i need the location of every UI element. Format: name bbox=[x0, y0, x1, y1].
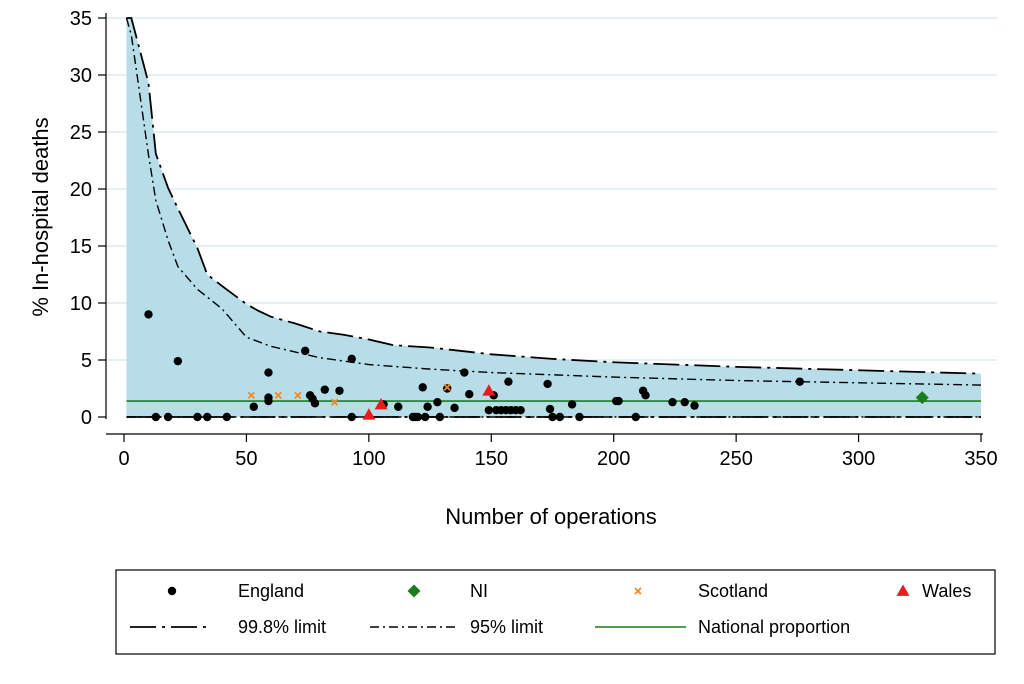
england-point bbox=[460, 368, 469, 377]
england-point bbox=[300, 346, 310, 356]
x-tick-label: 50 bbox=[235, 448, 257, 470]
england-point bbox=[249, 402, 258, 411]
legend-marker-wales bbox=[896, 584, 910, 596]
legend-label-national-proportion: National proportion bbox=[698, 617, 850, 637]
x-stroke bbox=[443, 383, 451, 391]
x-stroke bbox=[294, 391, 302, 399]
england-point bbox=[435, 412, 445, 422]
england-point bbox=[433, 397, 442, 407]
x-tick-label: 200 bbox=[597, 448, 630, 470]
legend-label-99-8-limit: 99.8% limit bbox=[238, 617, 326, 637]
england-point bbox=[222, 412, 232, 422]
england-point bbox=[504, 377, 513, 386]
england-point bbox=[420, 412, 430, 422]
ni-point bbox=[915, 391, 929, 405]
legend-label-scotland: Scotland bbox=[698, 581, 768, 601]
y-tick-label: 10 bbox=[70, 293, 92, 315]
scotland-point bbox=[294, 391, 302, 399]
england-point bbox=[545, 404, 555, 414]
y-axis-title: % In-hospital deaths bbox=[28, 117, 53, 316]
england-point bbox=[516, 405, 525, 415]
legend-box bbox=[115, 569, 996, 655]
england-point bbox=[465, 390, 474, 399]
grid-lines bbox=[106, 17, 997, 361]
x-tick-label: 250 bbox=[719, 448, 752, 470]
control-band bbox=[126, 18, 982, 417]
england-point bbox=[614, 396, 623, 406]
england-point bbox=[543, 379, 552, 389]
england-point bbox=[144, 310, 153, 319]
england-point bbox=[418, 383, 427, 392]
england-point bbox=[555, 412, 565, 422]
x-stroke bbox=[330, 398, 339, 406]
scotland-point bbox=[274, 391, 282, 399]
england-point bbox=[347, 354, 356, 364]
england-point bbox=[320, 385, 329, 394]
scotland-point bbox=[247, 391, 255, 399]
legend-marker-scotland bbox=[634, 587, 642, 595]
england-point bbox=[690, 401, 699, 410]
limit-998-upper bbox=[126, 17, 982, 375]
scotland-point bbox=[330, 398, 339, 406]
england-point bbox=[450, 403, 459, 413]
y-tick-label: 20 bbox=[70, 179, 92, 201]
england-point bbox=[795, 377, 805, 386]
x-axis-title: Number of operations bbox=[445, 504, 657, 529]
legend-marker-ni bbox=[407, 584, 421, 598]
data-points bbox=[144, 310, 929, 422]
england-point bbox=[264, 368, 273, 377]
england-point bbox=[347, 412, 356, 422]
england-point bbox=[394, 402, 403, 411]
x-stroke bbox=[274, 391, 282, 399]
x-stroke bbox=[634, 587, 642, 595]
x-stroke bbox=[247, 391, 255, 399]
england-point bbox=[203, 412, 212, 422]
england-point bbox=[151, 412, 161, 422]
x-tick-label: 0 bbox=[118, 448, 129, 470]
y-tick-label: 5 bbox=[81, 350, 92, 372]
england-point bbox=[423, 402, 432, 411]
y-tick-label: 15 bbox=[70, 236, 92, 258]
england-point bbox=[484, 405, 494, 415]
x-tick-label: 300 bbox=[842, 448, 875, 470]
england-point bbox=[575, 412, 584, 422]
legend: England NI Scotland Wales 99.8% limit 95% lim… bbox=[115, 569, 996, 655]
england-point bbox=[413, 412, 423, 422]
england-point bbox=[163, 412, 173, 422]
y-tick-label: 30 bbox=[70, 65, 92, 87]
england-point bbox=[335, 386, 344, 395]
x-tick-label: 100 bbox=[352, 448, 385, 470]
england-point bbox=[548, 412, 557, 422]
england-point bbox=[310, 399, 320, 408]
y-tick-label: 35 bbox=[70, 8, 92, 30]
england-point bbox=[173, 356, 183, 366]
y-tick-label: 25 bbox=[70, 122, 92, 144]
scotland-point bbox=[443, 383, 451, 391]
england-point bbox=[567, 400, 577, 409]
legend-label-wales: Wales bbox=[922, 581, 971, 601]
y-tick-label: 0 bbox=[81, 407, 92, 429]
england-point bbox=[631, 412, 640, 422]
wales-point bbox=[362, 408, 376, 420]
x-tick-label: 150 bbox=[475, 448, 508, 470]
england-point bbox=[264, 393, 273, 402]
band-fill bbox=[126, 18, 982, 417]
legend-marker-england bbox=[167, 586, 177, 596]
legend-label-95-limit: 95% limit bbox=[470, 617, 543, 637]
england-point bbox=[641, 391, 650, 400]
legend-label-ni: NI bbox=[470, 581, 488, 601]
england-point bbox=[668, 397, 677, 407]
x-tick-label: 350 bbox=[964, 448, 997, 470]
legend-label-england: England bbox=[238, 581, 304, 601]
england-point bbox=[193, 412, 202, 422]
england-point bbox=[680, 397, 689, 407]
wales-point bbox=[482, 384, 496, 396]
wales-point bbox=[374, 397, 388, 410]
